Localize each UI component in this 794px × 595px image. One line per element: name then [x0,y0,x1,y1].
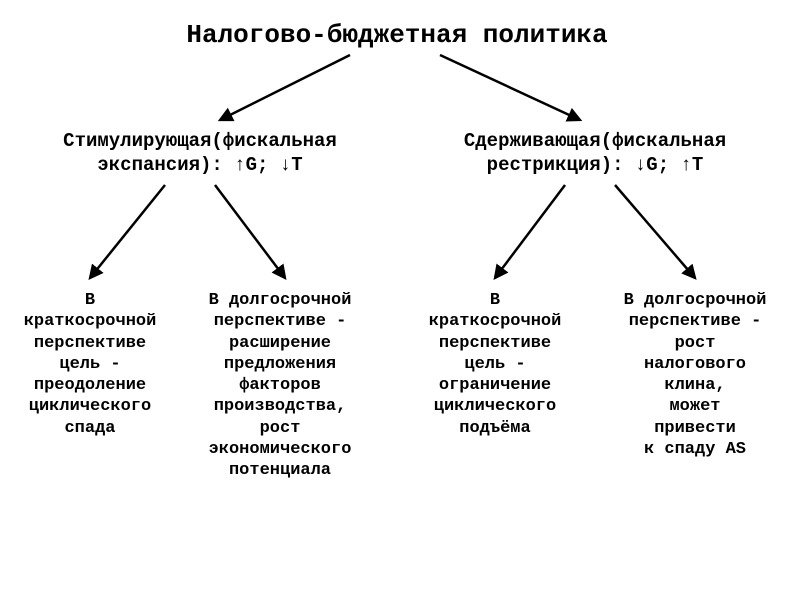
edge-arrow [220,55,350,120]
node-right-branch: Сдерживающая(фискальная рестрикция): ↓G;… [405,130,785,178]
node-leaf-long-restriction: В долгосрочной перспективе - рост налого… [595,290,794,460]
node-leaf-long-expansion: В долгосрочной перспективе - расширение … [180,290,380,481]
edge-arrow [215,185,285,278]
edge-arrow [615,185,695,278]
node-leaf-short-restriction: В краткосрочной перспективе цель - огран… [405,290,585,439]
edge-arrow [90,185,165,278]
edge-arrow [495,185,565,278]
node-left-branch: Стимулирующая(фискальная экспансия): ↑G;… [15,130,385,178]
diagram-title: Налогово-бюджетная политика [0,20,794,50]
node-leaf-short-expansion: В краткосрочной перспективе цель - преод… [0,290,180,439]
edge-arrow [440,55,580,120]
